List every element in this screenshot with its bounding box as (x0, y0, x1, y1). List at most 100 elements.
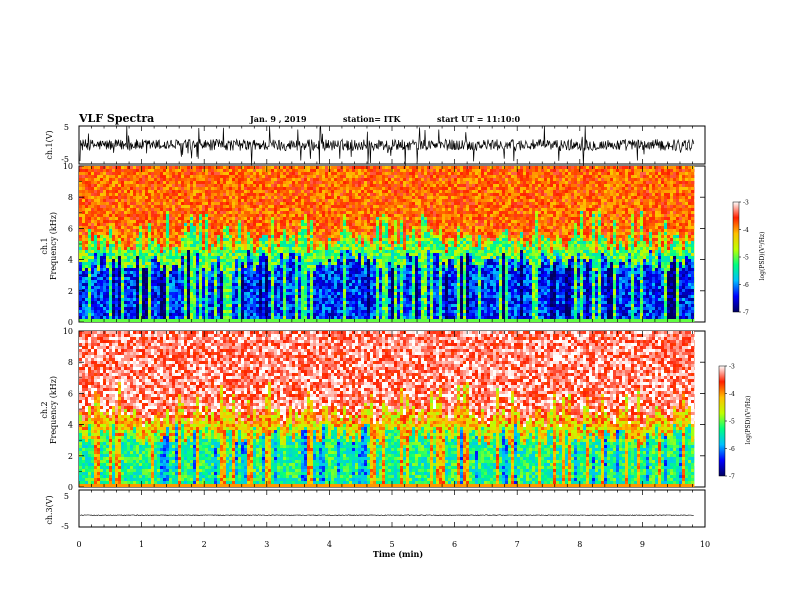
spectrogram-cell (310, 226, 313, 229)
spectrogram-cell (202, 232, 205, 235)
spectrogram-cell (316, 283, 319, 286)
spectrogram-cell (241, 256, 244, 259)
spectrogram-cell (145, 190, 148, 193)
spectrogram-cell (268, 301, 271, 304)
spectrogram-cell (247, 223, 250, 226)
spectrogram-cell (346, 193, 349, 196)
spectrogram-cell (352, 283, 355, 286)
spectrogram-cell (259, 232, 262, 235)
spectrogram-cell (298, 199, 301, 202)
spectrogram-cell (280, 238, 283, 241)
spectrogram-cell (310, 289, 313, 292)
spectrogram-cell (349, 196, 352, 199)
spectrogram-cell (136, 253, 139, 256)
spectrogram-cell (79, 310, 82, 313)
spectrogram-cell (280, 226, 283, 229)
spectrogram-cell (283, 313, 286, 316)
spectrogram-cell (148, 265, 151, 268)
spectrogram-cell (103, 298, 106, 301)
spectrogram-cell (313, 214, 316, 217)
spectrogram-cell (259, 271, 262, 274)
spectrogram-cell (232, 283, 235, 286)
spectrogram-cell (259, 262, 262, 265)
spectrogram-cell (277, 199, 280, 202)
spectrogram-cell (145, 214, 148, 217)
spectrogram-cell (187, 283, 190, 286)
spectrogram-cell (301, 280, 304, 283)
spectrogram-cell (220, 172, 223, 175)
spectrogram-cell (214, 244, 217, 247)
spectrogram-cell (130, 256, 133, 259)
spectrogram-cell (85, 169, 88, 172)
spectrogram-cell (157, 187, 160, 190)
spectrogram-cell (106, 208, 109, 211)
spectrogram-cell (325, 298, 328, 301)
spectrogram-cell (304, 190, 307, 193)
spectrogram-cell (286, 256, 289, 259)
spectrogram-cell (343, 235, 346, 238)
spectrogram-cell (298, 295, 301, 298)
spectrogram-cell (151, 253, 154, 256)
spectrogram-cell (112, 313, 115, 316)
spectrogram-cell (283, 280, 286, 283)
spectrogram-cell (85, 223, 88, 226)
spectrogram-cell (349, 193, 352, 196)
spectrogram-cell (253, 307, 256, 310)
spectrogram-cell (337, 184, 340, 187)
ch1-ytick-top: 5 (64, 123, 69, 132)
spectrogram-cell (79, 199, 82, 202)
spectrogram-cell (241, 238, 244, 241)
spectrogram-cell (250, 262, 253, 265)
spectrogram-cell (334, 181, 337, 184)
spectrogram-cell (226, 301, 229, 304)
spectrogram-cell (103, 214, 106, 217)
spectrogram-cell (250, 319, 253, 322)
spectrogram-cell (346, 271, 349, 274)
spectrogram-cell (88, 169, 91, 172)
spectrogram-cell (79, 205, 82, 208)
spectrogram-cell (292, 262, 295, 265)
spectrogram-cell (289, 277, 292, 280)
spectrogram-cell (202, 304, 205, 307)
spectrogram-cell (190, 235, 193, 238)
spectrogram-cell (103, 199, 106, 202)
spectrogram-cell (91, 184, 94, 187)
spectrogram-cell (328, 280, 331, 283)
spectrogram-cell (85, 211, 88, 214)
spectrogram-cell (208, 268, 211, 271)
spectrogram-cell (121, 199, 124, 202)
spectrogram-cell (103, 289, 106, 292)
spectrogram-cell (154, 253, 157, 256)
spectrogram-cell (187, 166, 190, 169)
spectrogram-cell (358, 217, 361, 220)
spectrogram-cell (145, 202, 148, 205)
spectrogram-cell (157, 190, 160, 193)
spectrogram-cell (232, 208, 235, 211)
spectrogram-cell (148, 211, 151, 214)
spectrogram-cell (109, 226, 112, 229)
spectrogram-cell (259, 265, 262, 268)
spectrogram-cell (262, 289, 265, 292)
spectrogram-cell (187, 190, 190, 193)
spectrogram-cell (325, 229, 328, 232)
spectrogram-cell (109, 259, 112, 262)
spectrogram-cell (229, 271, 232, 274)
spectrogram-cell (94, 295, 97, 298)
spectrogram-cell (244, 259, 247, 262)
spectrogram-cell (265, 256, 268, 259)
spectrogram-cell (157, 262, 160, 265)
spectrogram-cell (265, 190, 268, 193)
spectrogram-cell (358, 229, 361, 232)
spectrogram-cell (355, 256, 358, 259)
spectrogram-cell (325, 271, 328, 274)
spectrogram-cell (190, 280, 193, 283)
spectrogram-cell (199, 268, 202, 271)
spectrogram-cell (334, 256, 337, 259)
spectrogram-cell (214, 250, 217, 253)
spectrogram-cell (172, 256, 175, 259)
spectrogram-cell (181, 280, 184, 283)
spectrogram-cell (316, 247, 319, 250)
spectrogram-cell (157, 220, 160, 223)
spectrogram-cell (196, 262, 199, 265)
spectrogram-cell (238, 211, 241, 214)
